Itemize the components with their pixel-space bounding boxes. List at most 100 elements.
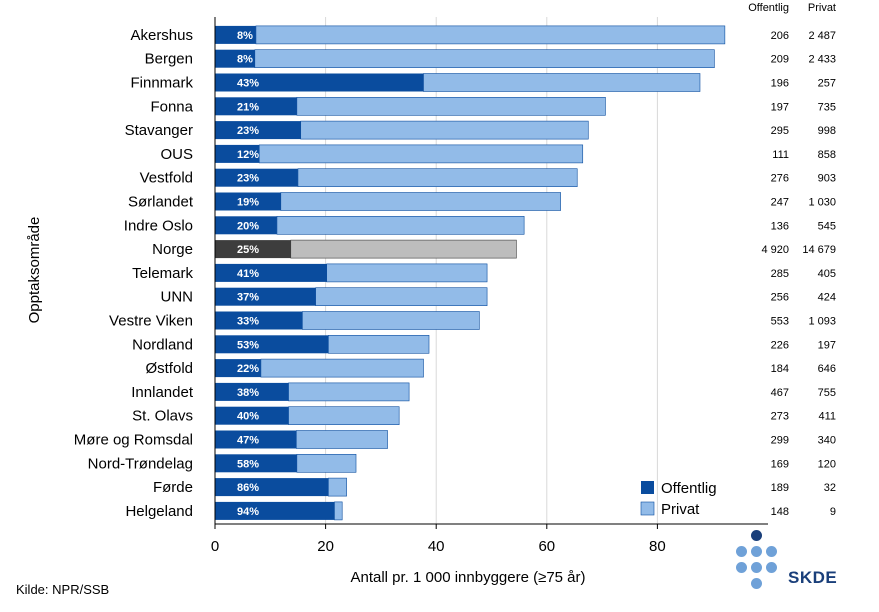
x-tick-label: 60 [538,538,555,555]
privat-count: 9 [830,506,836,518]
bar-privat [258,144,584,164]
share-label: 41% [237,268,259,280]
bar-offentlig [215,287,316,306]
offentlig-count: 285 [771,268,789,280]
bar-privat [276,216,525,235]
offentlig-count: 553 [771,316,789,328]
category-label: Bergen [145,51,193,68]
category-label: Sørlandet [128,194,194,211]
bar-offentlig [215,121,301,140]
bar-privat [260,358,424,378]
privat-count: 120 [818,458,836,470]
bars: 8% 8% 43% 21% 23% 12% 23% 19% 20% 25% 41% 37% 33% 53%… [215,25,726,521]
share-label: 19% [237,197,259,209]
category-label: Innlandet [131,384,194,401]
category-label: Stavanger [125,122,193,139]
category-label: Vestfold [140,170,193,187]
share-label: 25% [237,244,259,256]
category-label: Telemark [132,265,193,282]
bar-privat [295,430,388,449]
offentlig-count: 4 920 [761,244,789,256]
count-table: 206 2 487 209 2 433 196 257 197 735 295 998 111 858… [748,2,836,518]
bar-offentlig [215,335,329,354]
privat-count: 424 [818,292,836,304]
category-label: Fonna [150,98,193,115]
legend-label-privat: Privat [661,501,700,518]
offentlig-count: 226 [771,339,789,351]
bar-offentlig [215,311,303,330]
source-note: Kilde: NPR/SSB [16,582,110,597]
bar-privat [296,453,357,473]
x-tick-label: 0 [211,538,219,555]
privat-count: 1 093 [808,316,836,328]
skde-logo: SKDE [733,530,843,602]
category-label: Norge [152,241,193,258]
bar-privat [297,168,578,187]
privat-count: 411 [818,411,836,423]
bar-offentlig [215,430,297,449]
offentlig-count: 276 [771,173,789,185]
legend-swatch-offentlig [641,481,654,494]
x-tick-label: 20 [317,538,334,555]
privat-count: 735 [818,101,836,113]
privat-count: 903 [818,173,836,185]
offentlig-count: 247 [771,197,789,209]
privat-count: 257 [818,78,836,90]
category-label: Indre Oslo [124,217,193,234]
category-label: Helgeland [125,503,193,520]
bar-privat [280,192,561,211]
offentlig-count: 189 [771,482,789,494]
legend-swatch-privat [640,501,655,516]
bar-privat [302,311,480,330]
bar-offentlig [215,49,255,68]
bar-privat [300,120,589,140]
offentlig-count: 273 [771,411,789,423]
bar-privat [290,239,517,259]
bar-offentlig [215,382,289,401]
logo-text: SKDE [788,568,838,587]
bar-offentlig [215,478,329,497]
category-label: Nordland [132,336,193,353]
x-axis-title: Antall pr. 1 000 innbyggere (≥75 år) [350,569,585,586]
bar-privat [288,406,400,426]
table-header-privat: Privat [808,2,836,14]
bar-offentlig [215,25,256,44]
privat-count: 545 [818,220,836,232]
share-label: 58% [237,458,259,470]
offentlig-count: 209 [771,54,789,66]
share-label: 43% [237,78,259,90]
privat-count: 2 487 [808,30,836,42]
privat-count: 405 [818,268,836,280]
share-label: 94% [237,506,259,518]
bar-privat [334,501,343,521]
share-label: 21% [237,101,259,113]
offentlig-count: 148 [771,506,789,518]
x-axis: 0 20 40 60 80 [211,17,768,555]
share-label: 8% [237,30,253,42]
privat-count: 998 [818,125,836,137]
share-label: 33% [237,316,259,328]
offentlig-count: 299 [771,435,789,447]
share-label: 23% [237,125,259,137]
bar-privat [328,477,347,497]
category-label: Vestre Viken [109,313,193,330]
offentlig-count: 197 [771,101,789,113]
category-label: Finnmark [130,75,193,92]
share-label: 47% [237,435,259,447]
offentlig-count: 295 [771,125,789,137]
share-label: 22% [237,363,259,375]
category-label: Førde [153,479,193,496]
bar-offentlig [215,97,297,116]
offentlig-count: 184 [771,363,789,375]
privat-count: 2 433 [808,54,836,66]
offentlig-count: 467 [771,387,789,399]
share-label: 23% [237,173,259,185]
bar-offentlig [215,240,291,259]
share-label: 20% [237,220,259,232]
category-label: OUS [160,146,193,163]
share-label: 53% [237,339,259,351]
x-tick-label: 80 [649,538,666,555]
offentlig-count: 256 [771,292,789,304]
bar-offentlig [215,216,277,235]
